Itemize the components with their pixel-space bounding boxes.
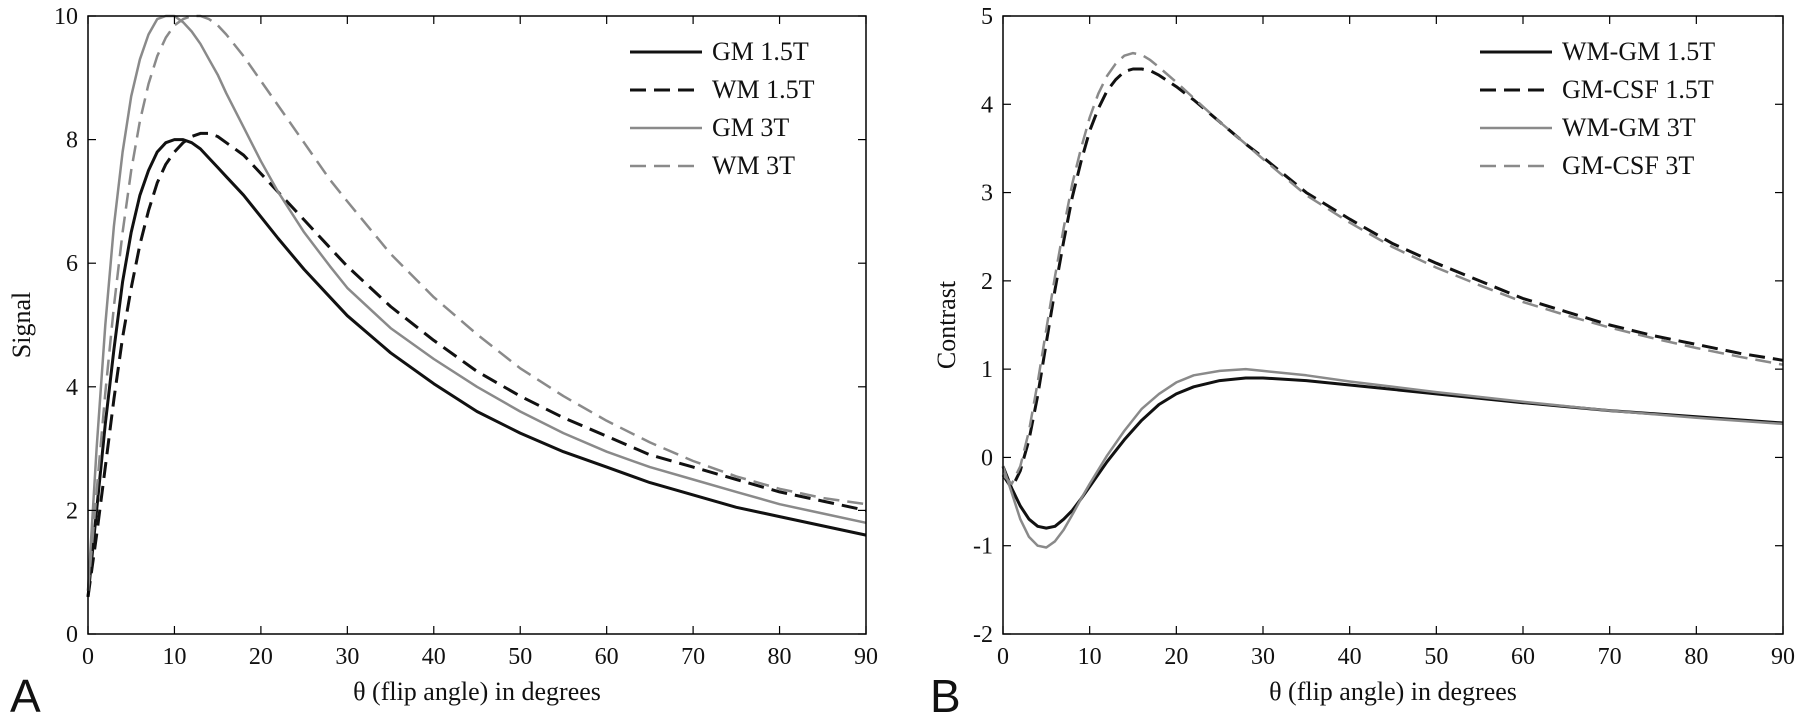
x-tick-label: 80 (1684, 644, 1708, 670)
x-tick-label: 30 (335, 644, 359, 670)
panel-label-a: A (10, 670, 41, 722)
y-axis-label-a: Signal (7, 292, 36, 358)
series-line-a-4 (86, 14, 867, 591)
legend-entry-label: WM 1.5T (712, 75, 815, 104)
y-tick-label: 10 (54, 4, 78, 30)
x-tick-label: 0 (82, 644, 94, 670)
series-line-b-2 (1001, 67, 1784, 490)
series-line-b-1 (1001, 376, 1784, 530)
x-tick-label: 70 (681, 644, 705, 670)
y-tick-label: 1 (981, 357, 993, 383)
plot-frame-a (87, 15, 867, 635)
x-tick-label: 20 (249, 644, 273, 670)
y-tick-label: 2 (981, 269, 993, 295)
y-tick-label: 8 (66, 128, 78, 154)
x-tick-label: 90 (1771, 644, 1795, 670)
y-tick-label: 3 (981, 181, 993, 207)
y-tick-label: 5 (981, 4, 993, 30)
series-line-a-2 (86, 131, 867, 598)
y-tick-label: -2 (973, 622, 993, 648)
x-tick-label: 60 (1511, 644, 1535, 670)
legend-entry-label: GM-CSF 3T (1562, 151, 1694, 180)
ticks-b: 0 10 20 30 40 50 60 70 80 90 -2 -1 0 1 2 3 4 5 (973, 4, 1795, 670)
chart-panel-b: 0 10 20 30 40 50 60 70 80 90 -2 -1 0 1 2 3 4 5 Contrast θ… (930, 4, 1795, 722)
legend-entry-label: GM-CSF 1.5T (1562, 75, 1714, 104)
x-tick-label: 80 (768, 644, 792, 670)
x-tick-label: 10 (1078, 644, 1102, 670)
series-line-a-3 (86, 14, 867, 591)
x-tick-label: 60 (595, 644, 619, 670)
legend-entry-label: WM-GM 3T (1562, 113, 1696, 142)
plot-frame-b (1002, 15, 1784, 635)
y-tick-label: 4 (981, 92, 993, 118)
x-tick-label: 40 (422, 644, 446, 670)
legend-entry-label: WM 3T (712, 151, 795, 180)
series-layer-b (1001, 51, 1784, 549)
legend-a: GM 1.5T WM 1.5T GM 3T WM 3T (630, 37, 815, 180)
legend-b: WM-GM 1.5T GM-CSF 1.5T WM-GM 3T GM-CSF 3T (1480, 37, 1715, 180)
series-line-b-3 (1001, 367, 1784, 549)
series-line-a-1 (86, 138, 867, 598)
ticks-a: 0 10 20 30 40 50 60 70 80 90 0 2 4 6 8 10 (54, 4, 878, 670)
x-tick-label: 50 (1424, 644, 1448, 670)
x-tick-label: 30 (1251, 644, 1275, 670)
y-tick-label: 0 (981, 445, 993, 471)
x-tick-label: 0 (997, 644, 1009, 670)
series-layer-a (86, 14, 867, 598)
y-tick-label: 6 (66, 251, 78, 277)
x-tick-label: 50 (508, 644, 532, 670)
x-tick-label: 40 (1338, 644, 1362, 670)
y-tick-label: 0 (66, 622, 78, 648)
x-axis-label-a: θ (flip angle) in degrees (353, 677, 601, 706)
series-line-b-4 (1002, 51, 1784, 486)
y-tick-label: 2 (66, 498, 78, 524)
x-axis-label-b: θ (flip angle) in degrees (1269, 677, 1517, 706)
y-axis-label-b: Contrast (932, 280, 961, 369)
x-tick-label: 20 (1164, 644, 1188, 670)
legend-entry-label: GM 3T (712, 113, 789, 142)
x-tick-label: 70 (1598, 644, 1622, 670)
y-tick-label: -1 (973, 534, 993, 560)
legend-entry-label: GM 1.5T (712, 37, 809, 66)
legend-entry-label: WM-GM 1.5T (1562, 37, 1715, 66)
x-tick-label: 10 (162, 644, 186, 670)
chart-panel-a: 0 10 20 30 40 50 60 70 80 90 0 2 4 6 8 10 Signal θ (fli… (7, 4, 878, 722)
y-tick-label: 4 (66, 375, 78, 401)
panel-label-b: B (930, 670, 961, 722)
x-tick-label: 90 (854, 644, 878, 670)
